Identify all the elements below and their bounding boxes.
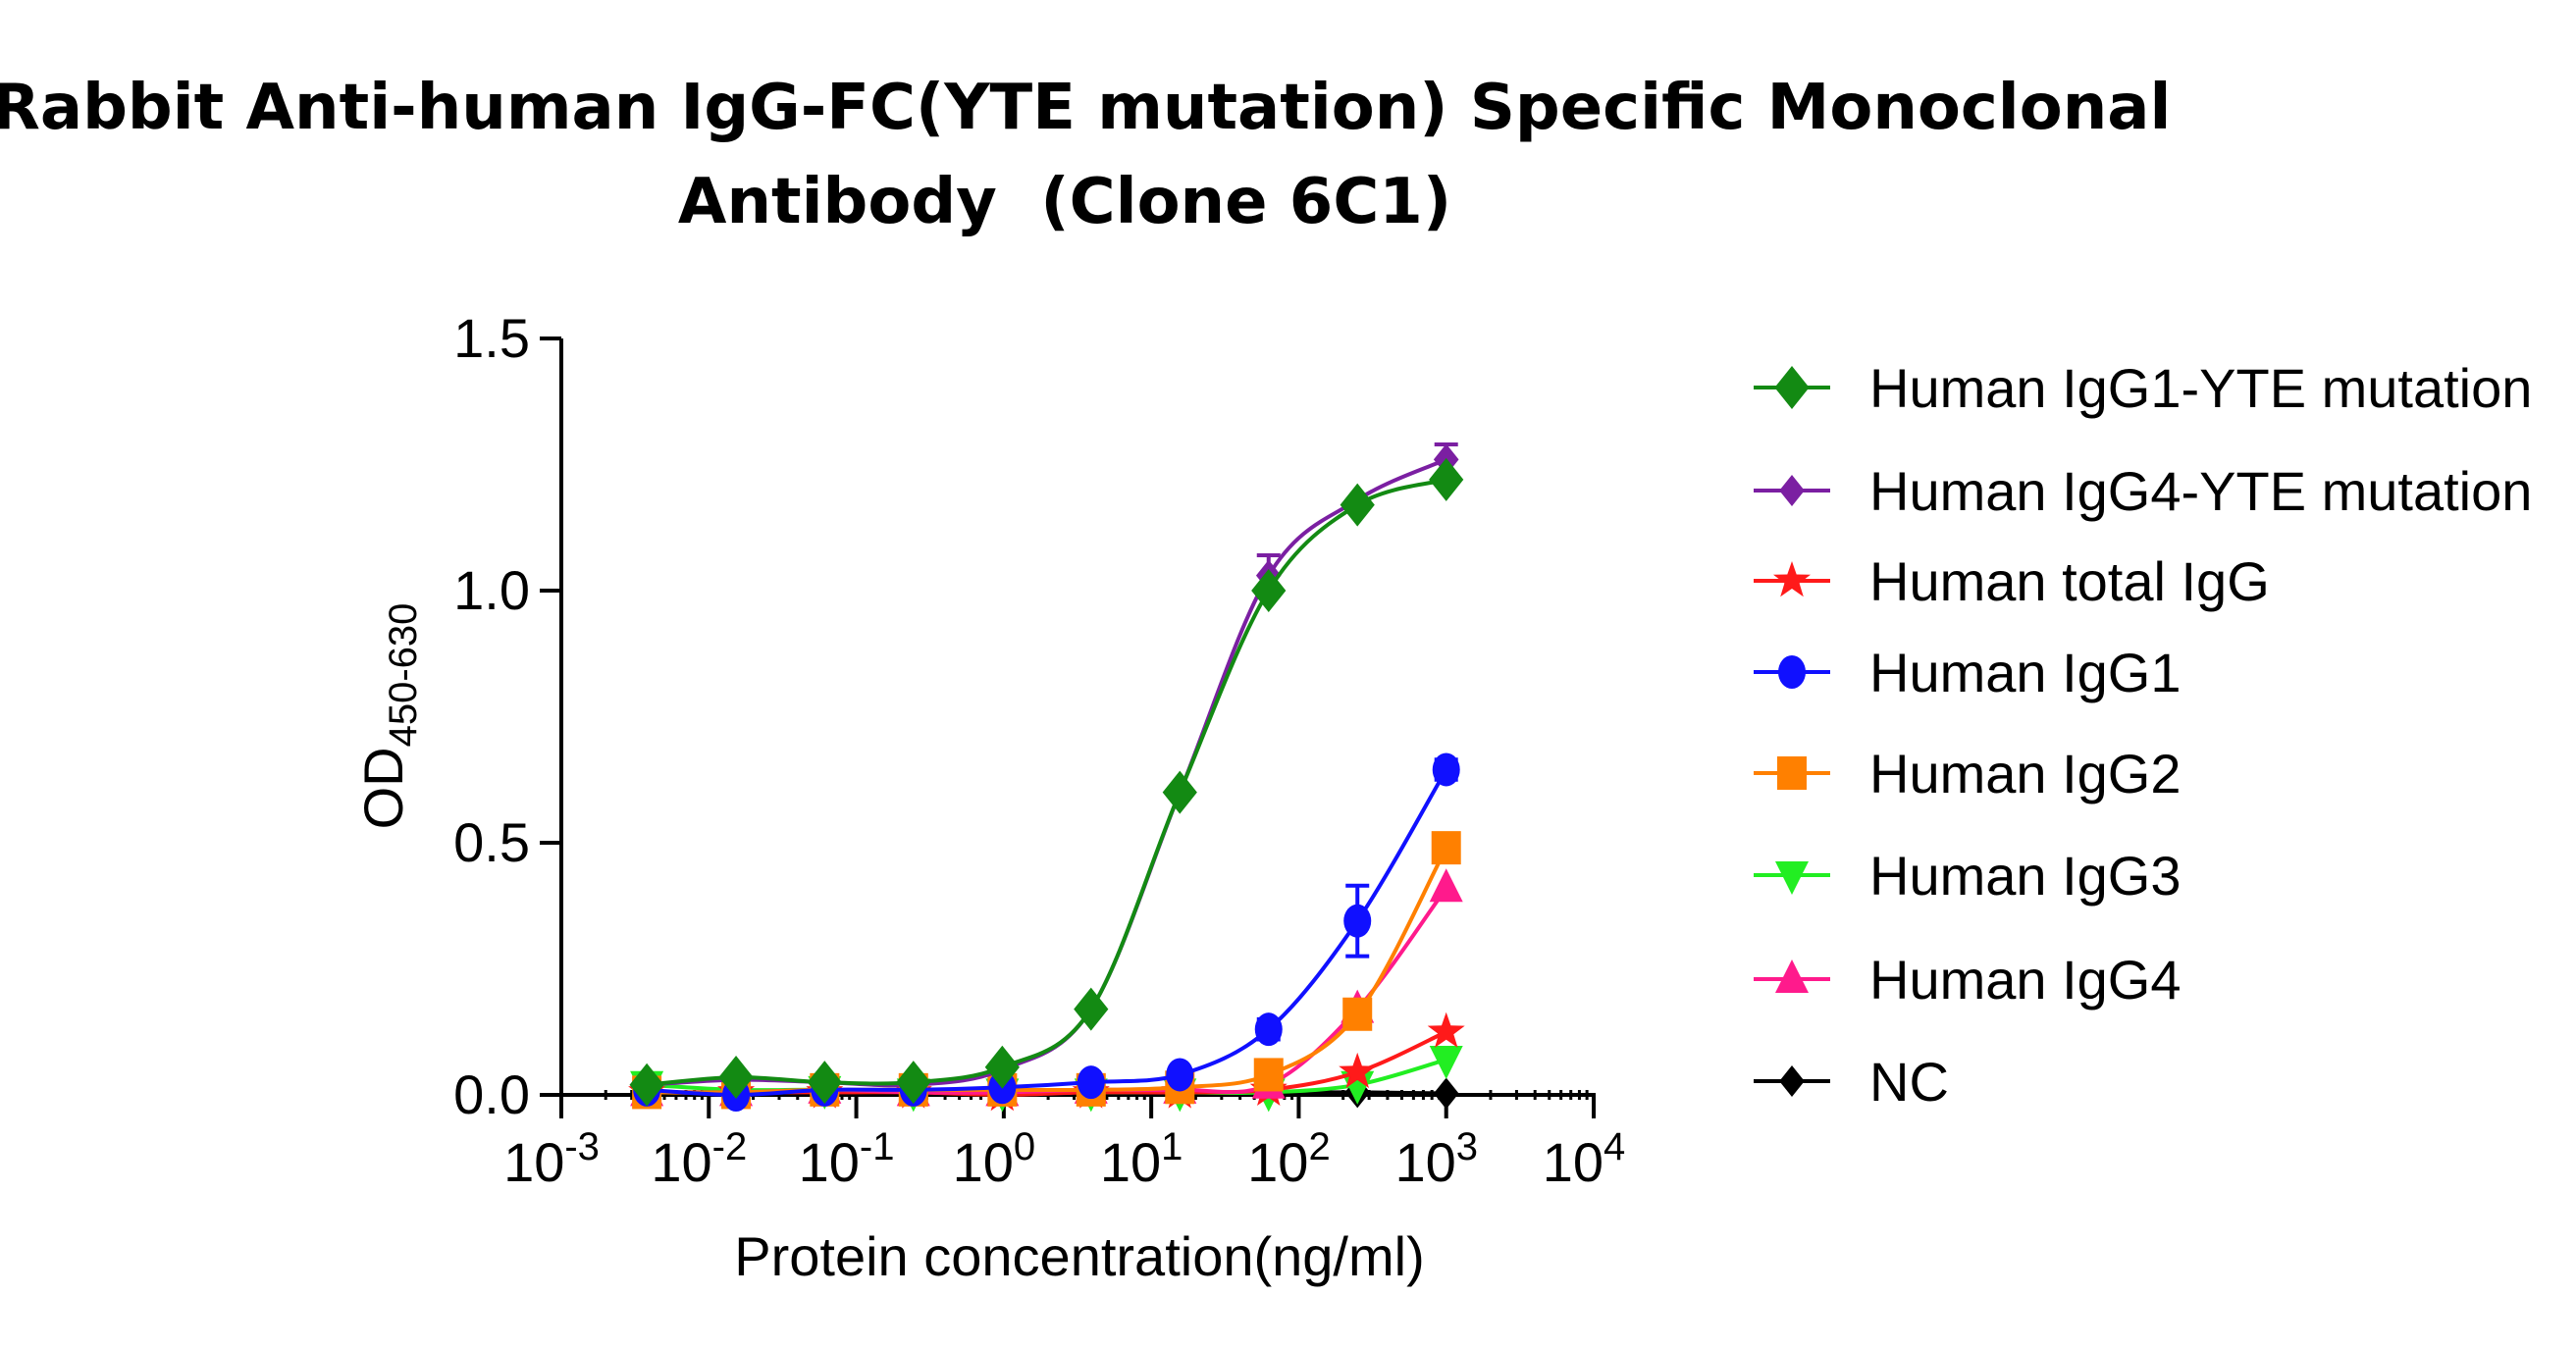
data-point <box>1429 457 1464 501</box>
legend-item: Human IgG1-YTE mutation <box>1754 357 2532 419</box>
x-tick-base: 10 <box>1543 1131 1603 1193</box>
y-axis-label: OD450-630 <box>352 603 425 830</box>
x-tick-exponent: 1 <box>1161 1125 1183 1168</box>
data-point <box>1343 904 1372 938</box>
data-point <box>1432 752 1460 787</box>
data-point <box>1429 868 1463 903</box>
data-point <box>1339 1052 1377 1089</box>
data-point <box>629 1063 664 1107</box>
legend-item: Human total IgG <box>1754 550 2270 612</box>
legend-label: Human IgG4 <box>1869 949 2182 1011</box>
data-point <box>1429 1046 1463 1080</box>
fit-curve <box>647 847 1448 1095</box>
data-point <box>1074 987 1109 1031</box>
fit-curve <box>647 887 1448 1095</box>
legend-item: Human IgG1 <box>1754 642 2182 703</box>
fit-curve <box>647 1058 1447 1095</box>
legend-label: Human IgG1-YTE mutation <box>1869 357 2532 419</box>
x-tick-label: 100 <box>953 1125 1036 1193</box>
legend-marker <box>1775 959 1809 993</box>
legend-label: Human IgG2 <box>1869 743 2182 804</box>
x-tick-exponent: -1 <box>860 1125 895 1168</box>
x-tick-label: 102 <box>1247 1125 1331 1193</box>
y-tick-label: 1.5 <box>453 307 530 369</box>
x-axis-label: Protein concentration(ng/ml) <box>734 1225 1424 1287</box>
plot-area: 0.00.51.01.510-3 10-2 10-1 100 101 102 103 104 <box>453 307 1625 1193</box>
y-tick-label: 1.0 <box>453 559 530 621</box>
legend-label: Human IgG3 <box>1869 845 2182 907</box>
x-tick-base: 10 <box>799 1131 860 1193</box>
legend-item: Human IgG4 <box>1754 949 2182 1011</box>
x-tick-label: 10-3 <box>503 1125 600 1193</box>
data-point <box>1077 1065 1105 1100</box>
x-tick-exponent: 0 <box>1014 1125 1035 1168</box>
y-tick-label: 0.0 <box>453 1063 530 1125</box>
legend-marker <box>1778 655 1806 689</box>
x-tick-label: 101 <box>1100 1125 1183 1193</box>
data-point <box>1433 1077 1459 1110</box>
x-tick-label: 10-2 <box>651 1125 747 1193</box>
data-point <box>1431 831 1461 865</box>
x-tick-exponent: 3 <box>1456 1125 1478 1168</box>
x-tick-exponent: 2 <box>1308 1125 1330 1168</box>
data-point <box>896 1061 931 1105</box>
legend: Human IgG1-YTE mutation Human IgG4-YTE mu… <box>1754 357 2532 1113</box>
x-tick-label: 104 <box>1543 1125 1626 1193</box>
x-tick-base: 10 <box>503 1131 564 1193</box>
legend-item: NC <box>1754 1051 1949 1113</box>
y-axis-label-sub: 450-630 <box>382 603 425 748</box>
data-point <box>1340 483 1375 527</box>
data-point <box>1253 1058 1284 1092</box>
x-tick-base: 10 <box>1100 1131 1161 1193</box>
x-tick-label: 103 <box>1394 1125 1478 1193</box>
data-point <box>807 1061 842 1105</box>
data-point <box>984 1045 1020 1089</box>
legend-marker <box>1777 756 1807 790</box>
fit-curve <box>646 477 1447 1087</box>
legend-item: Human IgG4-YTE mutation <box>1754 460 2532 522</box>
legend-marker <box>1774 366 1810 409</box>
data-point <box>1251 569 1287 612</box>
chart-title-line-1: Rabbit Anti-human IgG-FC(YTE mutation) S… <box>0 72 2171 144</box>
legend-label: Human IgG4-YTE mutation <box>1869 460 2532 522</box>
legend-marker <box>1773 561 1811 597</box>
x-tick-exponent: 4 <box>1603 1125 1625 1168</box>
x-tick-label: 10-1 <box>799 1125 895 1193</box>
y-axis-label-main: OD <box>352 747 414 829</box>
data-point <box>1254 1012 1283 1047</box>
data-point <box>1166 1058 1194 1092</box>
data-point <box>1427 1011 1465 1048</box>
x-tick-exponent: -3 <box>564 1125 600 1168</box>
legend-marker <box>1779 1065 1805 1097</box>
fit-curve <box>647 457 1447 1088</box>
chart-title-line-2: Antibody (Clone 6C1) <box>678 166 1451 238</box>
legend-label: NC <box>1869 1051 1949 1113</box>
y-tick-label: 0.5 <box>453 811 530 873</box>
data-point <box>718 1056 754 1100</box>
x-tick-exponent: -2 <box>712 1125 748 1168</box>
legend-item: Human IgG3 <box>1754 845 2182 907</box>
legend-marker <box>1775 861 1809 895</box>
x-tick-base: 10 <box>651 1131 711 1193</box>
x-tick-base: 10 <box>1394 1131 1455 1193</box>
x-tick-base: 10 <box>953 1131 1014 1193</box>
legend-item: Human IgG2 <box>1754 743 2182 804</box>
data-point <box>1342 997 1373 1031</box>
x-tick-base: 10 <box>1247 1131 1308 1193</box>
legend-label: Human IgG1 <box>1869 642 2182 703</box>
legend-marker <box>1779 475 1805 506</box>
data-point <box>1162 770 1197 814</box>
legend-label: Human total IgG <box>1869 550 2270 612</box>
